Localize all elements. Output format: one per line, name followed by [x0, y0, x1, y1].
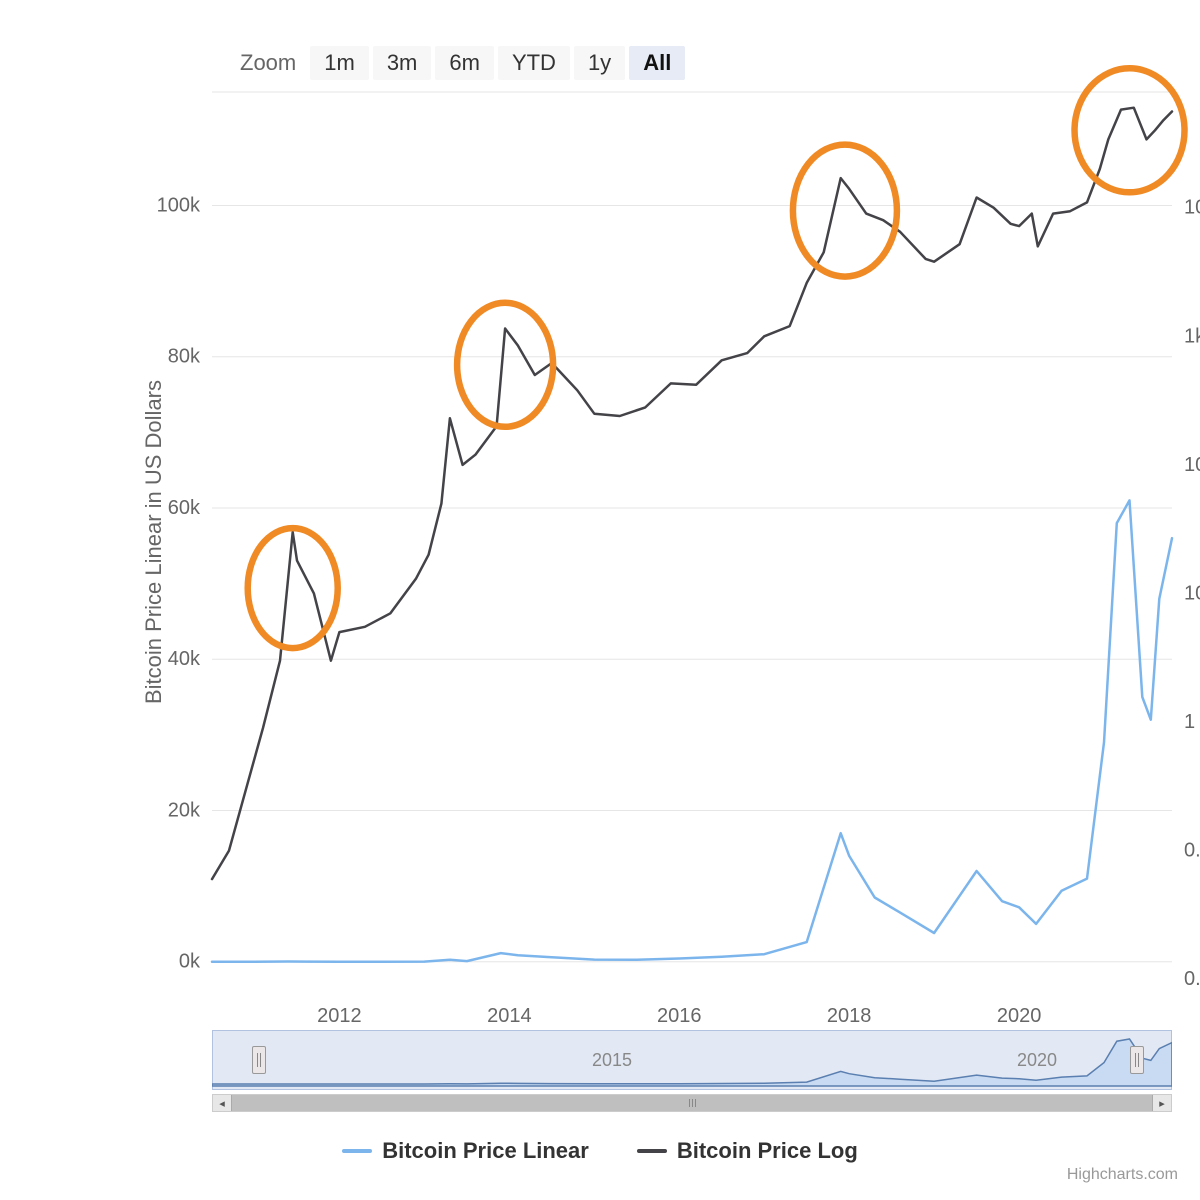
svg-text:0.01: 0.01 — [1184, 968, 1200, 990]
svg-text:2018: 2018 — [827, 1005, 872, 1027]
svg-text:100k: 100k — [157, 194, 201, 216]
zoom-toolbar: Zoom 1m 3m 6m YTD 1y All — [240, 46, 685, 80]
credits-link[interactable]: Highcharts.com — [1067, 1166, 1178, 1184]
chart-svg: 0k20k40k60k80k100k0.010.11101001k10k2012… — [212, 92, 1172, 992]
y-axis-left-title: Bitcoin Price Linear in US Dollars — [141, 380, 167, 704]
svg-text:2016: 2016 — [657, 1005, 702, 1027]
svg-text:0k: 0k — [179, 951, 201, 973]
svg-text:2020: 2020 — [997, 1005, 1041, 1027]
svg-text:2012: 2012 — [317, 1005, 362, 1027]
navigator-tick-label: 2015 — [592, 1050, 632, 1071]
legend: Bitcoin Price Linear Bitcoin Price Log — [90, 1138, 1110, 1164]
zoom-button-1m[interactable]: 1m — [310, 46, 369, 80]
legend-swatch — [637, 1149, 667, 1153]
legend-swatch — [342, 1149, 372, 1153]
zoom-button-all[interactable]: All — [629, 46, 685, 80]
legend-item-linear[interactable]: Bitcoin Price Linear — [342, 1138, 589, 1164]
zoom-button-6m[interactable]: 6m — [435, 46, 494, 80]
zoom-button-3m[interactable]: 3m — [373, 46, 432, 80]
legend-item-log[interactable]: Bitcoin Price Log — [637, 1138, 858, 1164]
svg-text:2014: 2014 — [487, 1005, 531, 1027]
zoom-button-1y[interactable]: 1y — [574, 46, 625, 80]
scroll-left-arrow[interactable]: ◂ — [213, 1095, 231, 1111]
scroll-right-arrow[interactable]: ▸ — [1153, 1095, 1171, 1111]
svg-text:10k: 10k — [1184, 197, 1200, 219]
svg-text:0.1: 0.1 — [1184, 840, 1200, 862]
scroll-track[interactable] — [231, 1095, 1153, 1111]
navigator[interactable]: 2015 2020 ◂ ▸ — [212, 1030, 1172, 1100]
svg-text:40k: 40k — [168, 648, 201, 670]
zoom-button-ytd[interactable]: YTD — [498, 46, 570, 80]
navigator-handle-right[interactable] — [1130, 1046, 1144, 1074]
svg-text:20k: 20k — [168, 799, 201, 821]
plot-area[interactable]: Bitcoin Price Linear in US Dollars Bitco… — [212, 92, 1172, 992]
svg-text:80k: 80k — [168, 346, 201, 368]
svg-text:10: 10 — [1184, 582, 1200, 604]
svg-text:60k: 60k — [168, 497, 201, 519]
navigator-tick-label: 2020 — [1017, 1050, 1057, 1071]
navigator-handle-left[interactable] — [252, 1046, 266, 1074]
chart-container: Zoom 1m 3m 6m YTD 1y All Bitcoin Price L… — [90, 20, 1110, 1140]
svg-text:1: 1 — [1184, 711, 1195, 733]
svg-text:1k: 1k — [1184, 325, 1200, 347]
zoom-label: Zoom — [240, 50, 296, 76]
legend-label: Bitcoin Price Linear — [382, 1138, 589, 1164]
legend-label: Bitcoin Price Log — [677, 1138, 858, 1164]
svg-text:100: 100 — [1184, 454, 1200, 476]
navigator-scrollbar[interactable]: ◂ ▸ — [212, 1094, 1172, 1112]
